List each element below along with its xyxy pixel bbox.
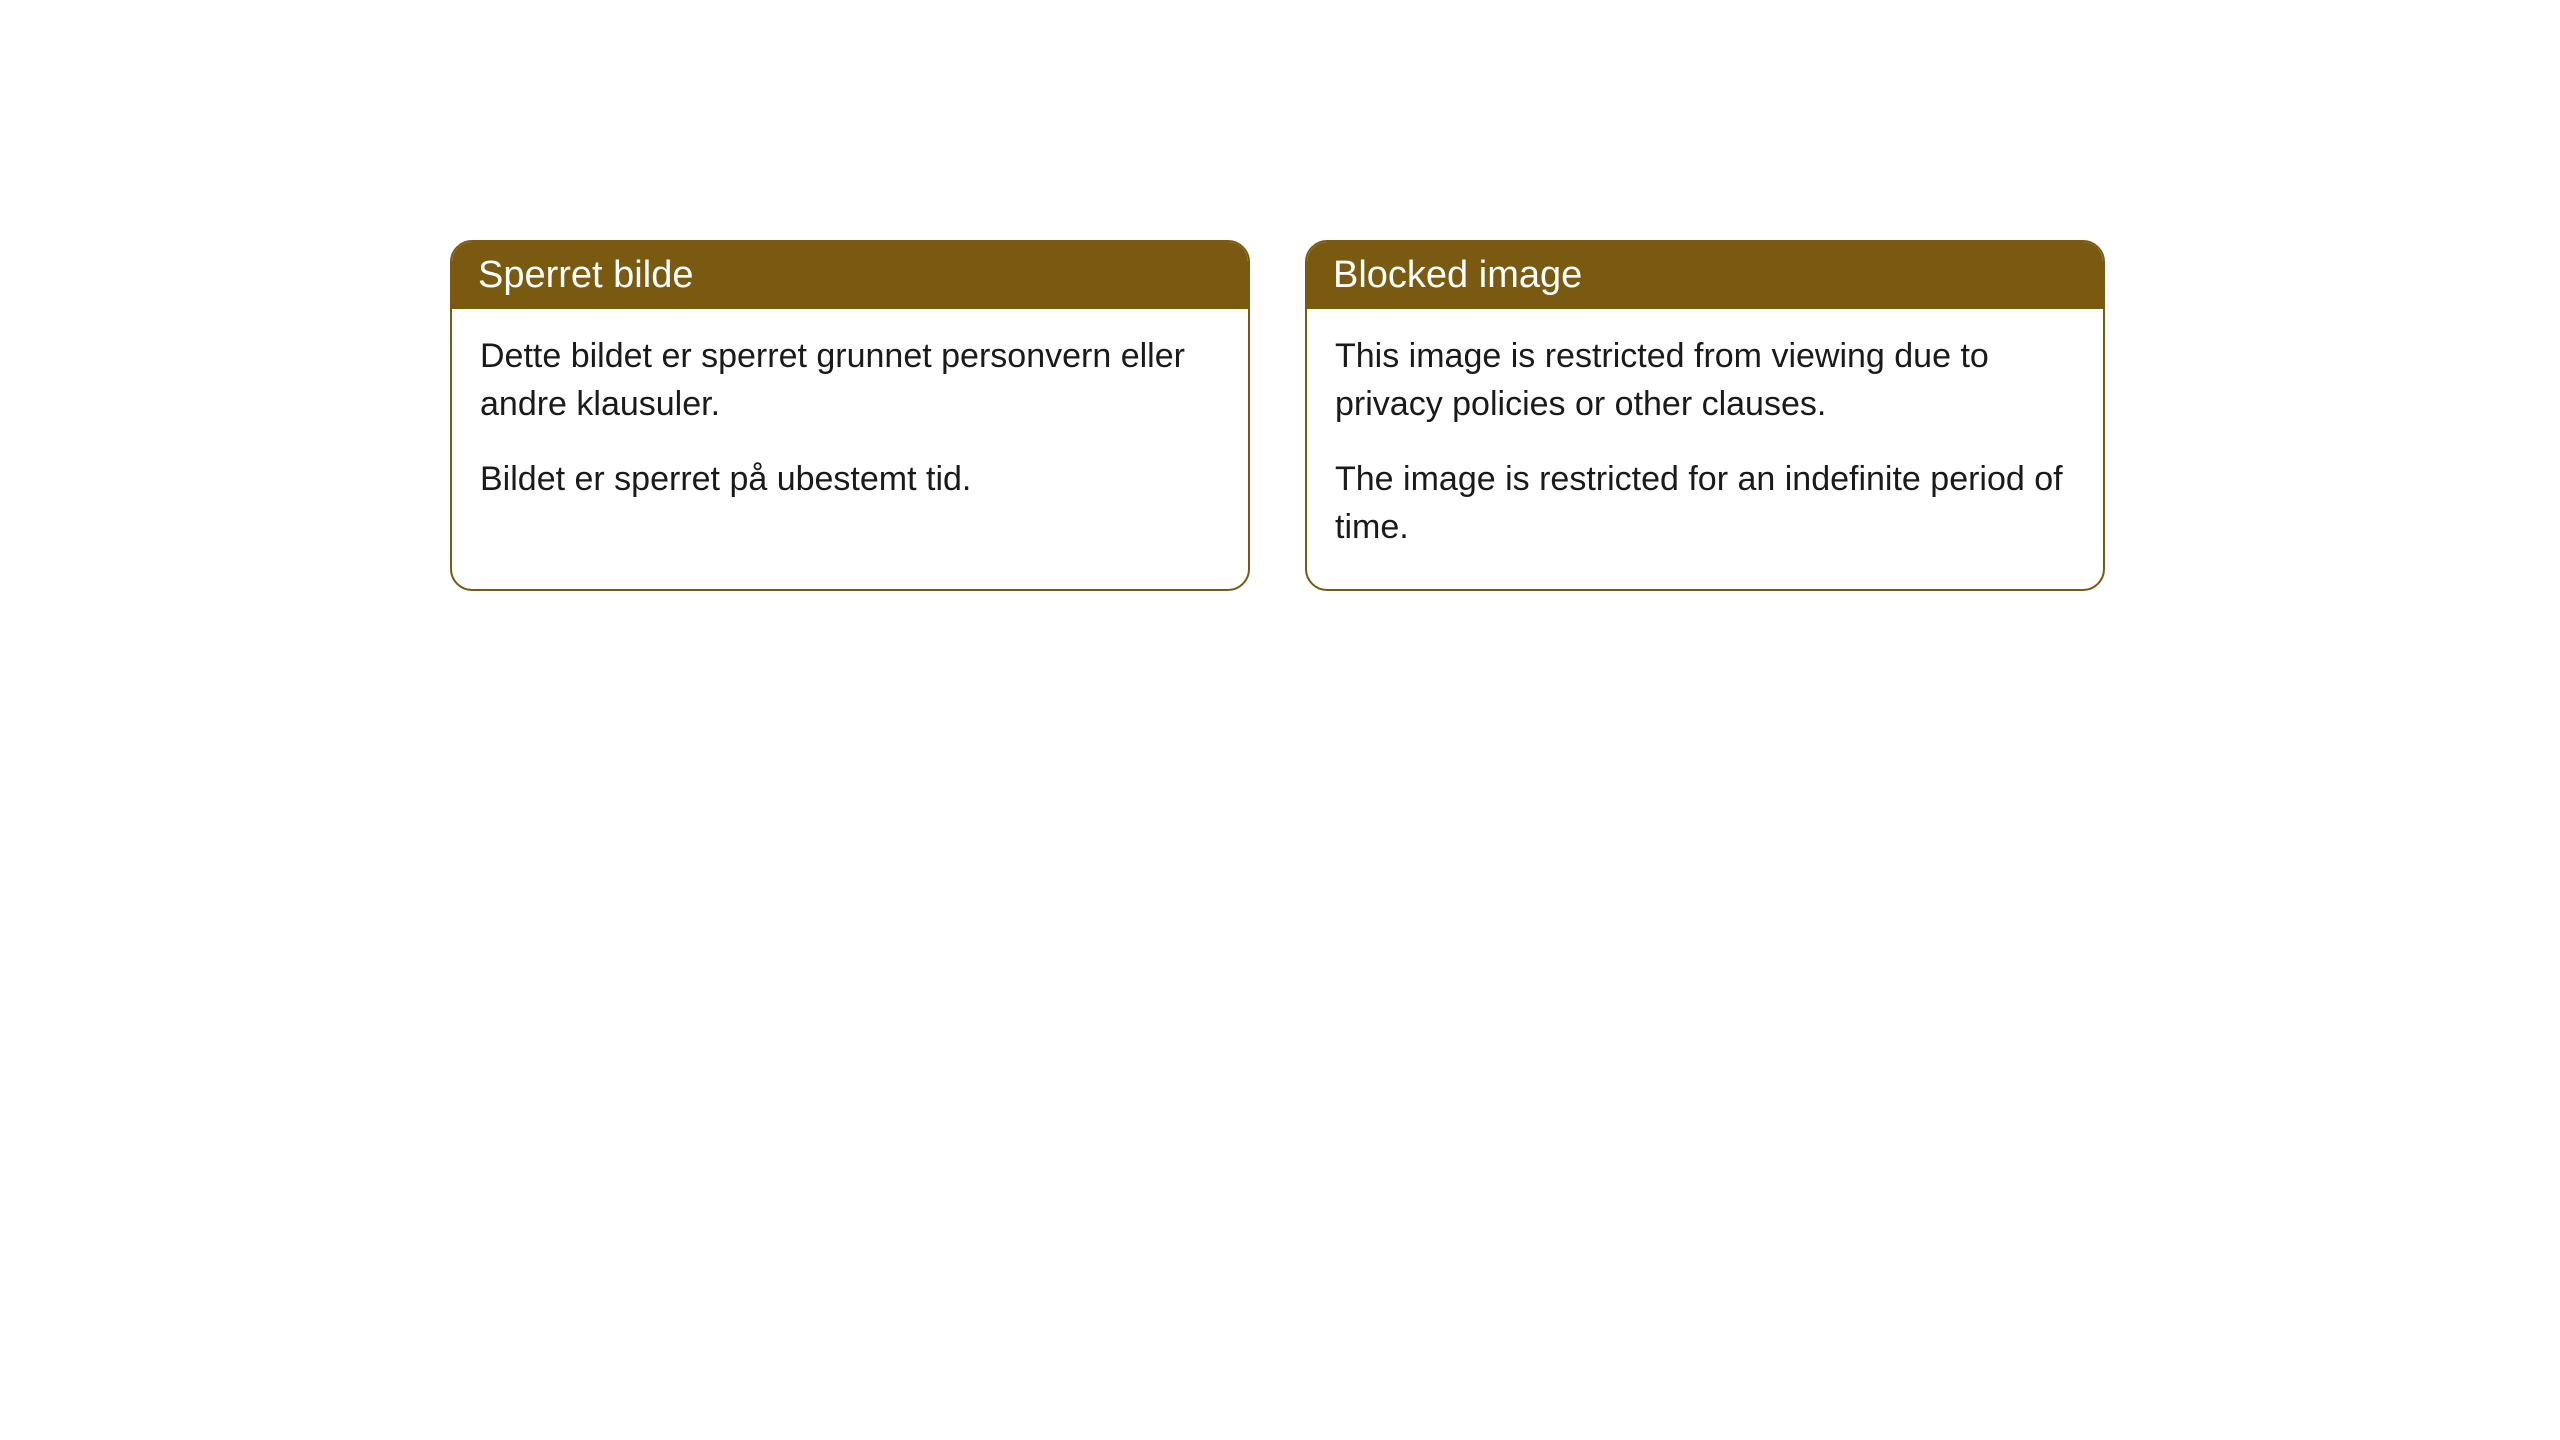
- card-title-english: Blocked image: [1333, 254, 1582, 296]
- card-body-norwegian: Dette bildet er sperret grunnet personve…: [452, 309, 1248, 542]
- card-english: Blocked image This image is restricted f…: [1305, 240, 2105, 591]
- card-norwegian: Sperret bilde Dette bildet er sperret gr…: [450, 240, 1250, 591]
- card-header-norwegian: Sperret bilde: [452, 242, 1248, 309]
- card-body-english: This image is restricted from viewing du…: [1307, 309, 2103, 589]
- card-paragraph-1-english: This image is restricted from viewing du…: [1335, 333, 2075, 428]
- card-header-english: Blocked image: [1307, 242, 2103, 309]
- card-title-norwegian: Sperret bilde: [478, 254, 693, 296]
- card-paragraph-2-norwegian: Bildet er sperret på ubestemt tid.: [480, 456, 1220, 504]
- cards-container: Sperret bilde Dette bildet er sperret gr…: [450, 240, 2560, 591]
- card-paragraph-2-english: The image is restricted for an indefinit…: [1335, 456, 2075, 551]
- card-paragraph-1-norwegian: Dette bildet er sperret grunnet personve…: [480, 333, 1220, 428]
